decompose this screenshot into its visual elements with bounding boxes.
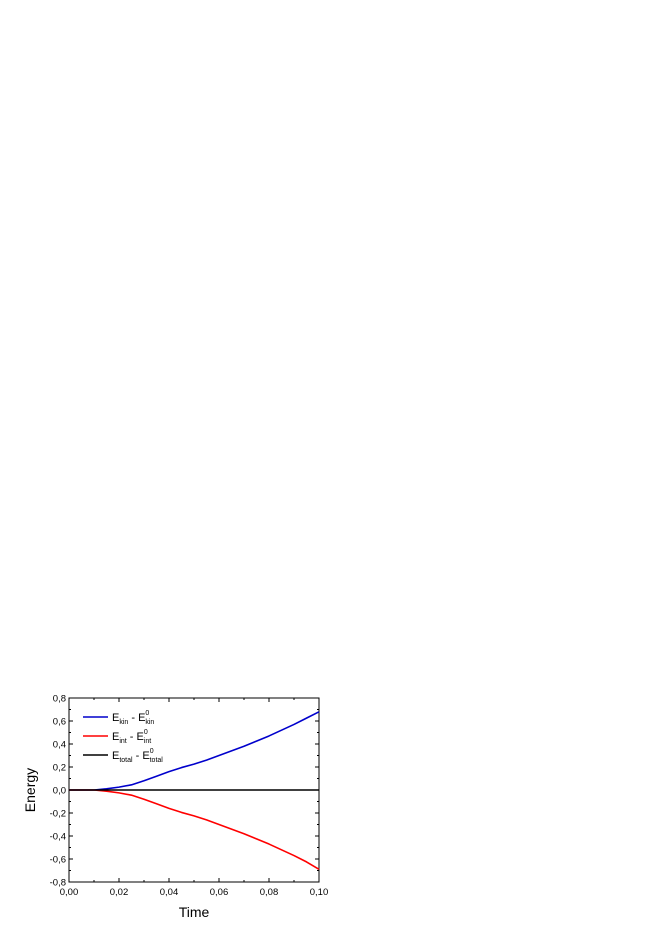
legend-subscript: kin — [119, 719, 128, 726]
x-tick-label: 0,08 — [260, 887, 279, 898]
x-tick-label: 0,02 — [110, 887, 129, 898]
legend-subscript: int — [119, 738, 126, 745]
x-tick-label: 0,06 — [210, 887, 229, 898]
legend-text: E — [112, 712, 119, 724]
legend-entry-2: Etotal - E0 total — [112, 748, 163, 764]
y-tick-label: -0,4 — [50, 832, 66, 843]
y-tick-label: 0,0 — [53, 786, 66, 797]
legend-entry-0: Ekin - E0 kin — [112, 710, 154, 726]
legend-subscript: kin — [145, 719, 154, 726]
legend-text: E — [112, 750, 119, 762]
legend-subscript: int — [144, 738, 151, 745]
x-axis-label: Time — [179, 904, 210, 920]
series-line-1 — [69, 789, 320, 871]
legend-text: - E — [127, 731, 144, 743]
x-tick-label: 0,04 — [160, 887, 179, 898]
y-tick-label: 0,8 — [53, 694, 66, 705]
series-lines — [69, 711, 320, 871]
axis-ticks: 0,00 0,02 0,04 0,06 0,08 0,10-0,8-0,6-0,4-0,2… — [50, 694, 329, 899]
legend-superscript: 0 — [144, 729, 148, 736]
y-tick-label: 0,6 — [53, 717, 66, 728]
series-line-0 — [69, 711, 320, 791]
legend-superscript: 0 — [145, 710, 149, 717]
x-tick-label: 0,10 — [310, 887, 329, 898]
y-tick-label: 0,2 — [53, 763, 66, 774]
y-tick-label: -0,6 — [50, 855, 66, 866]
y-tick-label: 0,4 — [53, 740, 66, 751]
legend-entry-1: Eint - E0 int — [112, 729, 151, 745]
y-tick-label: -0,2 — [50, 809, 66, 820]
legend-subscript: total — [119, 757, 133, 764]
legend-text: - E — [133, 750, 150, 762]
legend-text: E — [112, 731, 119, 743]
x-tick-label: 0,00 — [60, 887, 79, 898]
legend-superscript: 0 — [150, 748, 154, 755]
y-axis-label: Energy — [22, 768, 38, 812]
legend-subscript: total — [150, 757, 164, 764]
y-tick-label: -0,8 — [50, 878, 66, 889]
legend-text: - E — [128, 712, 145, 724]
